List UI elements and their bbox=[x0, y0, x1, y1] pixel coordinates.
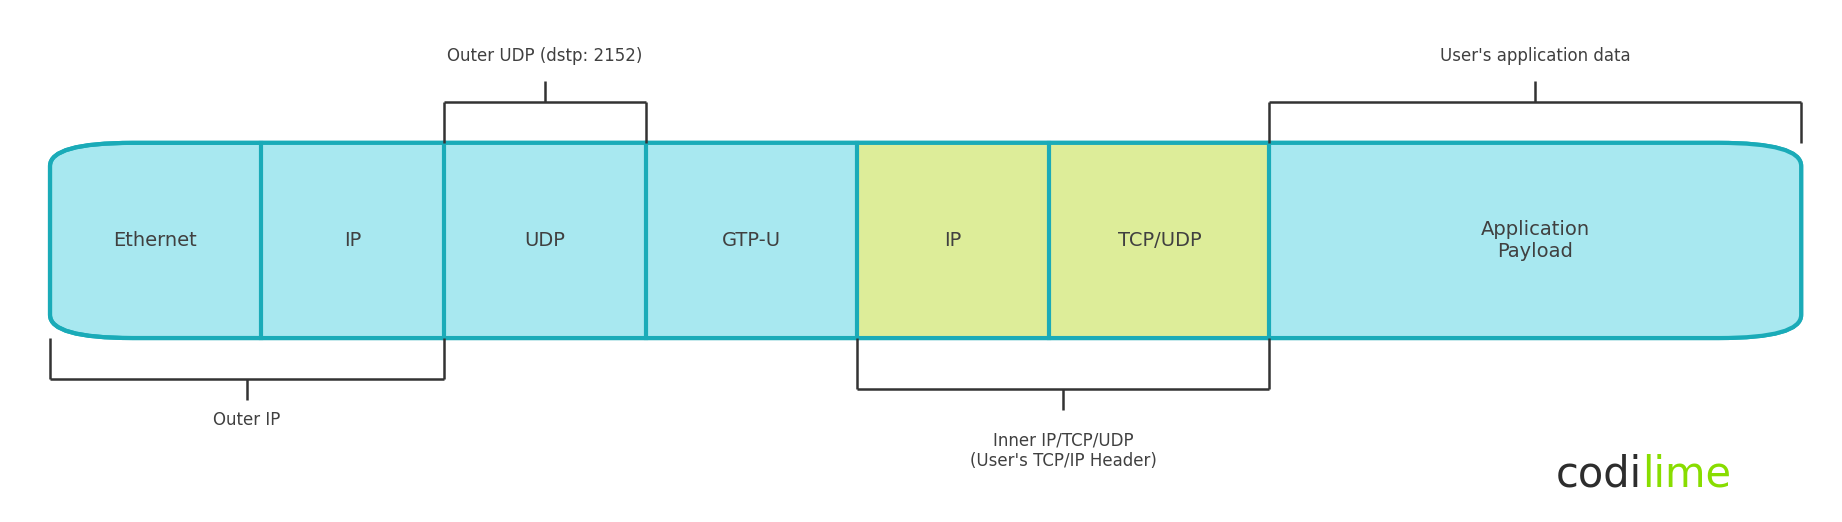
Bar bbox=[262, 143, 444, 338]
Text: Application
Payload: Application Payload bbox=[1481, 220, 1590, 261]
Bar bbox=[1050, 143, 1269, 338]
Text: Outer UDP (dstp: 2152): Outer UDP (dstp: 2152) bbox=[448, 46, 643, 65]
Text: GTP-U: GTP-U bbox=[722, 231, 781, 250]
Text: lime: lime bbox=[1641, 453, 1731, 495]
Bar bbox=[1269, 143, 1801, 338]
Bar bbox=[647, 143, 857, 338]
Text: Inner IP/TCP/UDP
(User's TCP/IP Header): Inner IP/TCP/UDP (User's TCP/IP Header) bbox=[969, 432, 1157, 470]
Text: UDP: UDP bbox=[525, 231, 565, 250]
Text: Outer IP: Outer IP bbox=[214, 411, 280, 429]
FancyBboxPatch shape bbox=[50, 143, 1801, 338]
Text: Ethernet: Ethernet bbox=[114, 231, 197, 250]
Text: User's application data: User's application data bbox=[1440, 46, 1630, 65]
Text: IP: IP bbox=[344, 231, 361, 250]
Bar bbox=[444, 143, 647, 338]
Bar bbox=[857, 143, 1050, 338]
Text: TCP/UDP: TCP/UDP bbox=[1118, 231, 1201, 250]
Text: codi: codi bbox=[1555, 453, 1641, 495]
Text: IP: IP bbox=[945, 231, 962, 250]
